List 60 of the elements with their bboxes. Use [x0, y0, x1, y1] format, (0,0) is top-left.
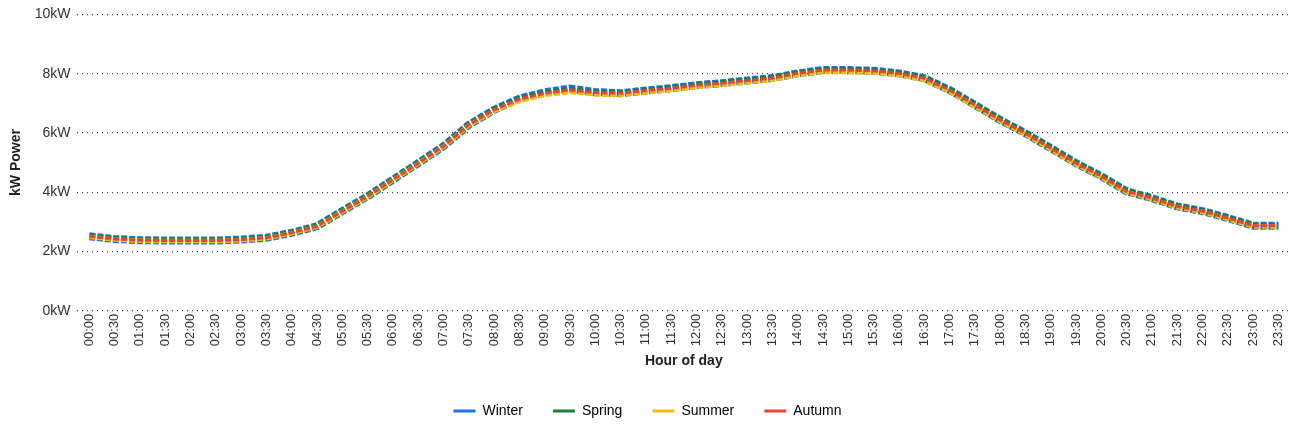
x-tick-label: 06:00 [384, 313, 400, 347]
x-tick-label: 01:30 [156, 313, 172, 347]
legend-label: Winter [482, 401, 524, 418]
x-tick-label: 20:30 [1118, 313, 1134, 347]
legend-label: Spring [581, 401, 623, 418]
x-tick-label: 08:00 [485, 313, 501, 347]
x-tick-label: 22:00 [1194, 313, 1210, 347]
x-tick-label: 13:30 [763, 313, 779, 347]
y-tick-label: 10kW [34, 5, 72, 22]
x-tick-label: 17:30 [966, 313, 982, 347]
y-tick-label: 2kW [42, 242, 72, 259]
x-tick-label: 19:00 [1042, 313, 1058, 347]
x-tick-label: 06:30 [409, 313, 425, 347]
x-tick-label: 05:30 [359, 313, 375, 347]
x-tick-label: 15:00 [839, 313, 855, 347]
y-tick-label: 8kW [42, 64, 72, 81]
x-tick-label: 10:30 [612, 313, 628, 347]
x-tick-label: 14:30 [814, 313, 830, 347]
x-tick-label: 23:00 [1244, 313, 1260, 347]
x-tick-label: 18:00 [991, 313, 1007, 347]
x-tick-label: 09:30 [561, 313, 577, 347]
x-tick-label: 22:30 [1219, 313, 1235, 347]
x-tick-label: 07:00 [435, 313, 451, 347]
x-tick-label: 08:30 [510, 313, 526, 347]
x-tick-label: 16:30 [915, 313, 931, 347]
y-tick-label: 0kW [42, 301, 72, 318]
x-tick-label: 14:00 [789, 313, 805, 347]
x-tick-label: 20:00 [1092, 313, 1108, 347]
x-tick-label: 03:00 [232, 313, 248, 347]
x-tick-label: 21:30 [1168, 313, 1184, 347]
x-tick-label: 05:00 [333, 313, 349, 347]
x-tick-label: 09:00 [536, 313, 552, 347]
x-tick-label: 02:30 [207, 313, 223, 347]
x-tick-label: 16:00 [890, 313, 906, 347]
x-tick-label: 02:00 [182, 313, 198, 347]
x-tick-label: 11:00 [637, 313, 653, 346]
x-tick-label: 00:30 [106, 313, 122, 347]
x-tick-label: 21:00 [1143, 313, 1159, 347]
x-tick-label: 13:00 [738, 313, 754, 347]
y-tick-label: 4kW [42, 183, 72, 200]
x-tick-label: 07:30 [460, 313, 476, 347]
x-tick-label: 04:00 [283, 313, 299, 347]
x-tick-label: 03:30 [257, 313, 273, 347]
legend-label: Autumn [793, 401, 842, 418]
x-tick-label: 01:00 [131, 313, 147, 347]
x-tick-label: 23:30 [1269, 313, 1285, 347]
x-tick-label: 04:30 [308, 313, 324, 347]
x-axis-title: Hour of day [644, 352, 723, 369]
x-tick-label: 17:00 [941, 313, 957, 347]
x-tick-label: 10:00 [586, 313, 602, 347]
y-axis-title: kW Power [7, 128, 24, 196]
x-tick-label: 11:30 [662, 313, 678, 346]
legend-label: Summer [681, 401, 735, 418]
x-tick-label: 18:30 [1016, 313, 1032, 347]
y-tick-label: 6kW [42, 123, 72, 140]
x-tick-label: 19:30 [1067, 313, 1083, 347]
x-tick-label: 12:00 [688, 313, 704, 347]
x-tick-label: 12:30 [713, 313, 729, 347]
x-tick-label: 15:30 [865, 313, 881, 347]
x-tick-label: 00:00 [80, 313, 96, 347]
